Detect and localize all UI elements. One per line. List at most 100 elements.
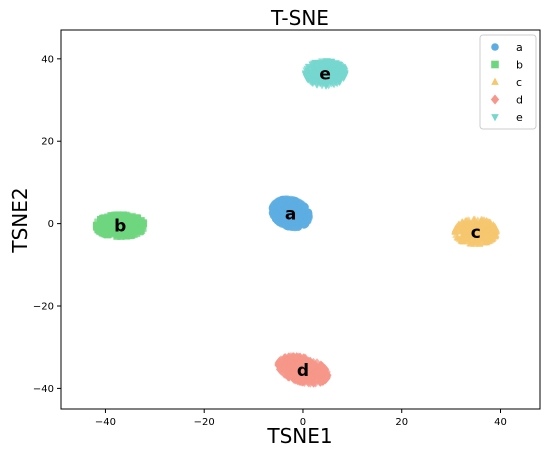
data-point-c bbox=[469, 215, 478, 223]
data-point-d bbox=[279, 363, 288, 374]
data-point-c bbox=[470, 224, 478, 232]
data-point-d bbox=[305, 369, 314, 379]
data-point-b bbox=[122, 214, 130, 222]
legend-label-e: e bbox=[516, 111, 523, 124]
data-point-e bbox=[308, 61, 316, 69]
data-point-c bbox=[462, 233, 470, 241]
data-point-a bbox=[300, 202, 308, 210]
legend-label-d: d bbox=[516, 94, 523, 107]
legend-marker-a bbox=[491, 43, 499, 51]
data-point-c bbox=[459, 237, 467, 245]
data-point-d bbox=[281, 357, 290, 367]
data-point-d bbox=[290, 370, 299, 380]
data-point-e bbox=[326, 70, 334, 78]
series-c bbox=[451, 215, 501, 247]
data-point-e bbox=[320, 76, 328, 84]
x-tick-label: −40 bbox=[95, 417, 116, 428]
data-point-e bbox=[327, 78, 335, 86]
data-point-d bbox=[302, 367, 311, 378]
data-point-a bbox=[290, 196, 298, 204]
chart-title: T-SNE bbox=[270, 6, 329, 30]
data-point-d bbox=[309, 360, 318, 370]
data-point-d bbox=[286, 356, 295, 366]
data-point-c bbox=[454, 221, 462, 228]
data-point-b bbox=[95, 227, 104, 235]
data-point-d bbox=[276, 355, 285, 365]
data-point-a bbox=[282, 202, 291, 210]
cluster-label-a: a bbox=[285, 204, 296, 224]
data-point-c bbox=[473, 220, 481, 228]
data-point-a bbox=[283, 195, 291, 204]
data-point-b bbox=[105, 226, 114, 234]
data-point-c bbox=[484, 235, 492, 243]
data-point-e bbox=[304, 64, 312, 71]
data-point-e bbox=[315, 67, 323, 75]
data-point-b bbox=[111, 214, 119, 222]
legend-box bbox=[479, 34, 537, 130]
data-point-c bbox=[465, 222, 473, 230]
data-point-c bbox=[491, 228, 500, 235]
y-tick-label: 40 bbox=[41, 54, 54, 65]
data-point-a bbox=[271, 203, 279, 211]
data-point-c bbox=[481, 227, 489, 235]
data-point-e bbox=[340, 66, 348, 74]
y-tick-label: −20 bbox=[33, 302, 54, 313]
data-point-e bbox=[309, 70, 318, 78]
data-point-e bbox=[341, 71, 349, 78]
data-point-e bbox=[302, 73, 310, 81]
legend-marker-b bbox=[491, 60, 499, 69]
data-point-d bbox=[316, 377, 325, 387]
legend-label-a: a bbox=[516, 41, 523, 54]
data-point-d bbox=[316, 360, 325, 370]
data-point-e bbox=[335, 61, 344, 69]
legend-label-b: b bbox=[516, 59, 523, 72]
x-tick-label: −20 bbox=[194, 417, 215, 428]
cluster-labels: a b c d e bbox=[114, 64, 481, 381]
data-point-c bbox=[474, 216, 482, 224]
x-axis-label: TSNE1 bbox=[266, 424, 332, 448]
plot-area bbox=[60, 29, 541, 410]
data-point-a bbox=[304, 217, 312, 225]
y-tick-label: −40 bbox=[33, 384, 54, 395]
cluster-label-c: c bbox=[471, 223, 481, 243]
data-point-e bbox=[314, 74, 322, 82]
data-point-e bbox=[331, 73, 339, 81]
series-e bbox=[301, 58, 349, 90]
series-d bbox=[274, 352, 332, 388]
y-tick-label: 0 bbox=[48, 219, 54, 230]
data-point-e bbox=[321, 71, 330, 79]
data-point-c bbox=[454, 233, 462, 241]
data-point-a bbox=[288, 209, 296, 218]
data-point-a bbox=[290, 224, 299, 232]
data-point-c bbox=[459, 225, 467, 232]
data-point-a bbox=[279, 215, 288, 223]
data-point-a bbox=[277, 208, 285, 216]
y-axis-label: TSNE2 bbox=[8, 187, 32, 253]
data-point-b bbox=[121, 226, 130, 234]
data-point-c bbox=[482, 217, 491, 224]
data-point-d bbox=[297, 376, 306, 387]
data-point-c bbox=[480, 238, 489, 246]
y-tick-label: 20 bbox=[41, 137, 54, 148]
data-point-b bbox=[138, 222, 147, 230]
data-point-b bbox=[103, 218, 111, 226]
legend-marker-c bbox=[491, 77, 499, 85]
data-point-c bbox=[477, 234, 486, 242]
data-point-b bbox=[113, 230, 121, 239]
data-point-e bbox=[332, 68, 340, 76]
data-point-d bbox=[304, 378, 313, 388]
data-point-c bbox=[466, 239, 474, 247]
x-tick-label: 40 bbox=[494, 417, 507, 428]
data-point-c bbox=[488, 232, 496, 240]
cluster-label-e: e bbox=[319, 64, 331, 84]
data-point-c bbox=[484, 220, 492, 228]
data-point-e bbox=[336, 78, 344, 86]
data-point-e bbox=[330, 60, 338, 68]
data-point-d bbox=[294, 358, 303, 369]
y-axis: −40 −20 0 20 40 bbox=[33, 54, 61, 395]
legend-marker-e bbox=[491, 114, 499, 122]
data-point-a bbox=[292, 217, 300, 226]
data-point-e bbox=[306, 78, 314, 86]
